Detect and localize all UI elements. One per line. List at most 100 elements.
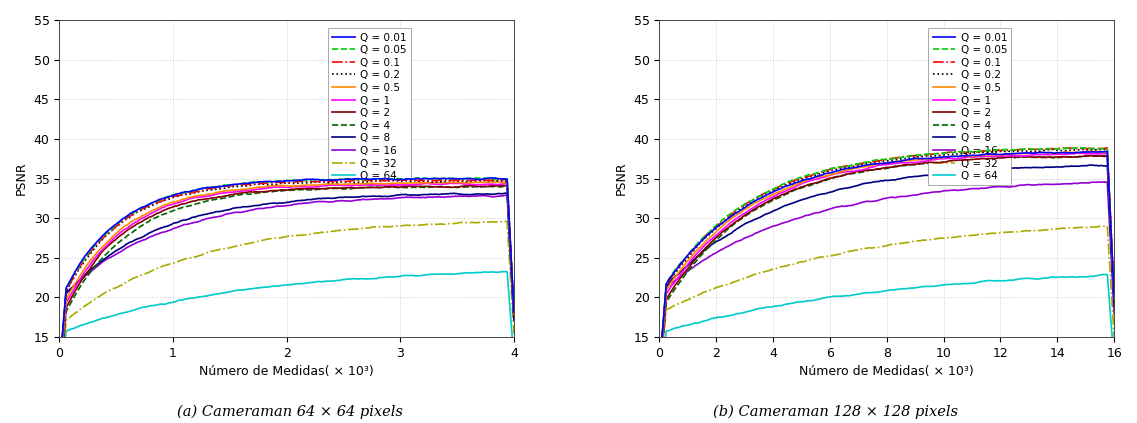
Q = 64 [681,323,695,328]
Q = 64 [52,389,66,394]
Q = 64 [1097,272,1111,277]
Line: Q = 0.01: Q = 0.01 [659,151,1114,369]
Q = 0.05 [1074,145,1088,150]
Q = 0.2 [916,154,930,159]
Q = 8 [507,317,521,322]
Q = 32 [997,230,1011,235]
Q = 32 [81,302,94,307]
Q = 8 [52,371,66,376]
Q = 0.1 [1055,145,1069,150]
Q = 64 [397,273,410,278]
Q = 2 [943,159,956,164]
Text: (a) Cameraman 64 × 64 pixels: (a) Cameraman 64 × 64 pixels [177,404,402,419]
Line: Q = 4: Q = 4 [659,156,1114,379]
Line: Q = 16: Q = 16 [59,195,514,373]
Q = 1 [943,156,956,161]
Q = 16 [329,198,342,203]
Q = 0.1 [943,150,956,155]
Q = 64 [499,269,513,274]
Q = 32 [916,238,930,243]
Q = 0.05 [929,151,943,156]
Q = 1 [653,372,666,377]
Q = 64 [929,283,943,288]
Q = 16 [1107,311,1121,316]
Q = 0.1 [329,179,342,184]
Q = 64 [81,321,94,326]
Q = 0.5 [1107,295,1121,300]
Q = 0.2 [1099,147,1113,152]
Q = 4 [1098,153,1112,158]
Q = 0.2 [443,178,457,183]
Q = 4 [997,156,1011,161]
Q = 32 [443,221,457,226]
Legend: Q = 0.01, Q = 0.05, Q = 0.1, Q = 0.2, Q = 0.5, Q = 1, Q = 2, Q = 4, Q = 8, Q = 1: Q = 0.01, Q = 0.05, Q = 0.1, Q = 0.2, Q … [329,28,412,185]
Q = 0.05 [475,176,489,181]
Q = 16 [653,368,666,373]
Q = 16 [342,199,356,204]
Q = 0.5 [1044,151,1057,156]
Q = 0.1 [681,254,695,259]
Q = 2 [1044,155,1057,160]
Q = 4 [653,376,666,381]
Q = 8 [1107,302,1121,308]
X-axis label: Número de Medidas( × 10³): Número de Medidas( × 10³) [799,365,974,379]
Line: Q = 1: Q = 1 [59,183,514,379]
Q = 32 [929,236,943,242]
Q = 0.01 [997,152,1011,157]
Q = 0.1 [929,151,943,157]
Q = 4 [397,185,410,190]
Q = 4 [929,160,943,165]
Q = 0.5 [916,157,930,162]
Line: Q = 0.2: Q = 0.2 [59,180,514,374]
Line: Q = 0.5: Q = 0.5 [59,182,514,378]
Q = 4 [443,185,457,190]
Q = 8 [342,195,356,200]
Q = 16 [943,188,956,193]
Q = 16 [997,184,1011,190]
Q = 16 [1044,182,1057,187]
Q = 2 [1107,298,1121,303]
Q = 32 [1098,223,1112,228]
Q = 8 [1044,165,1057,170]
Q = 32 [1107,334,1121,339]
Q = 2 [929,160,943,165]
Q = 8 [916,173,930,178]
Q = 0.05 [943,150,956,155]
Q = 1 [1071,151,1085,156]
Q = 0.01 [484,176,498,181]
Q = 0.1 [500,177,514,182]
Q = 4 [681,269,695,275]
Q = 32 [316,230,330,235]
Line: Q = 64: Q = 64 [59,272,514,392]
Q = 0.05 [653,366,666,371]
Legend: Q = 0.01, Q = 0.05, Q = 0.1, Q = 0.2, Q = 0.5, Q = 1, Q = 2, Q = 4, Q = 8, Q = 1: Q = 0.01, Q = 0.05, Q = 0.1, Q = 0.2, Q … [929,28,1011,185]
Q = 4 [81,274,94,279]
Q = 0.1 [316,179,330,184]
Q = 8 [997,167,1011,172]
Q = 0.05 [443,176,457,181]
Q = 0.05 [329,177,342,182]
Q = 0.05 [1044,146,1057,151]
Q = 2 [507,313,521,318]
Q = 32 [397,223,410,228]
Q = 32 [653,379,666,384]
Line: Q = 32: Q = 32 [659,226,1114,381]
Q = 1 [929,157,943,162]
Q = 0.2 [316,179,330,184]
Q = 4 [1107,297,1121,302]
Q = 2 [342,185,356,190]
Q = 0.5 [329,181,342,187]
Q = 0.1 [52,371,66,376]
Line: Q = 0.2: Q = 0.2 [659,149,1114,370]
Q = 0.5 [342,181,356,187]
Q = 8 [929,172,943,177]
Q = 4 [316,187,330,192]
Q = 2 [916,161,930,166]
Q = 4 [52,382,66,387]
Q = 64 [329,278,342,283]
Q = 0.01 [329,177,342,182]
Text: (b) Cameraman 128 × 128 pixels: (b) Cameraman 128 × 128 pixels [713,404,958,419]
Q = 2 [495,183,508,188]
Q = 0.05 [342,176,356,181]
Line: Q = 32: Q = 32 [59,221,514,387]
